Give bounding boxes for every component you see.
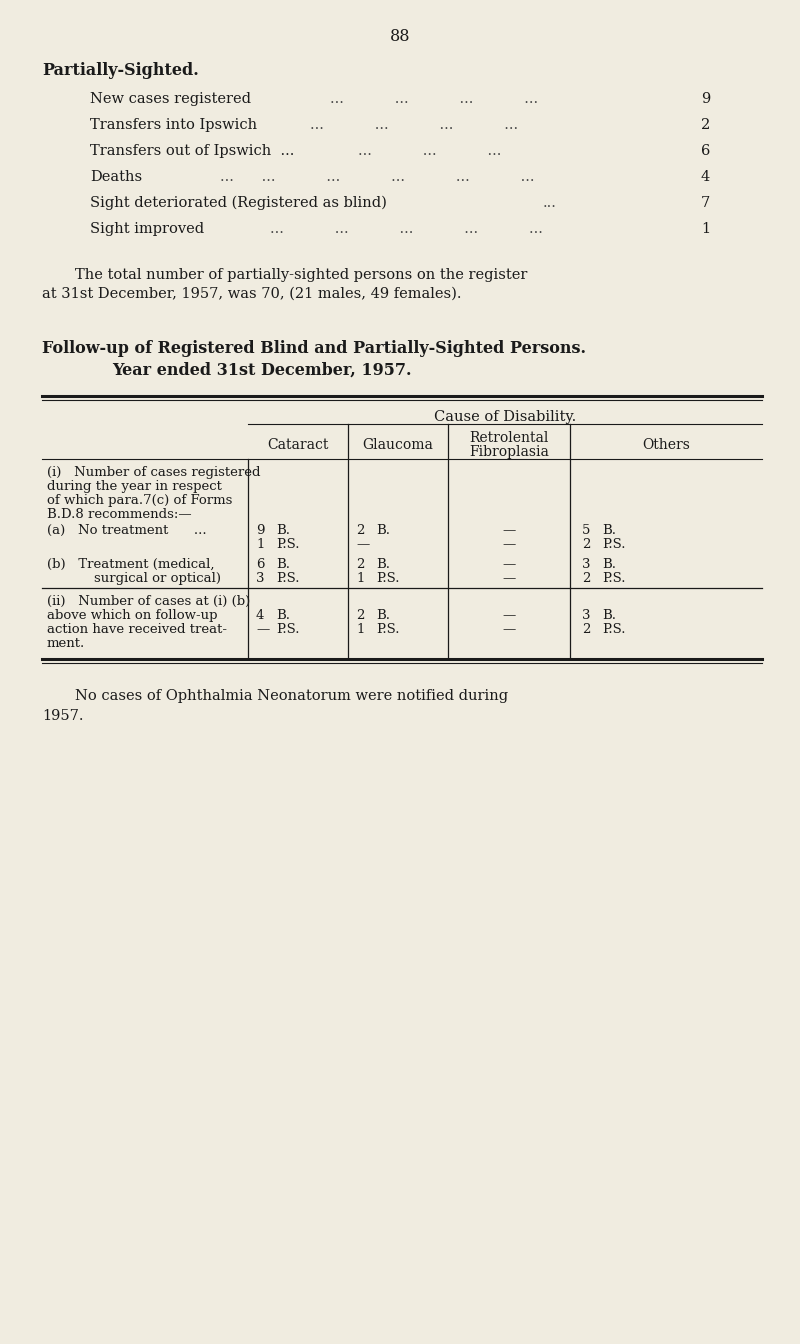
Text: ...      ...           ...           ...           ...           ...: ... ... ... ... ... ... <box>220 169 534 184</box>
Text: Others: Others <box>642 438 690 452</box>
Text: B.D.8 recommends:—: B.D.8 recommends:— <box>47 508 192 521</box>
Text: —: — <box>502 609 516 622</box>
Text: ...: ... <box>543 196 557 210</box>
Text: New cases registered: New cases registered <box>90 91 251 106</box>
Text: ...           ...           ...           ...           ...: ... ... ... ... ... <box>270 222 543 237</box>
Text: P.S.: P.S. <box>602 538 626 551</box>
Text: 1957.: 1957. <box>42 710 83 723</box>
Text: B.: B. <box>376 609 390 622</box>
Text: B.: B. <box>602 609 616 622</box>
Text: B.: B. <box>602 558 616 571</box>
Text: ment.: ment. <box>47 637 86 650</box>
Text: of which para.7(c) of Forms: of which para.7(c) of Forms <box>47 495 232 507</box>
Text: 7: 7 <box>701 196 710 210</box>
Text: Retrolental: Retrolental <box>470 431 549 445</box>
Text: 4: 4 <box>701 169 710 184</box>
Text: —: — <box>356 538 370 551</box>
Text: P.S.: P.S. <box>276 573 299 585</box>
Text: Follow-up of Registered Blind and Partially-Sighted Persons.: Follow-up of Registered Blind and Partia… <box>42 340 586 358</box>
Text: B.: B. <box>602 524 616 538</box>
Text: P.S.: P.S. <box>602 624 626 636</box>
Text: 2: 2 <box>356 609 364 622</box>
Text: 2: 2 <box>701 118 710 132</box>
Text: 2: 2 <box>356 524 364 538</box>
Text: Year ended 31st December, 1957.: Year ended 31st December, 1957. <box>112 362 411 379</box>
Text: B.: B. <box>276 609 290 622</box>
Text: P.S.: P.S. <box>276 538 299 551</box>
Text: —: — <box>502 558 516 571</box>
Text: ...           ...           ...           ...: ... ... ... ... <box>330 91 538 106</box>
Text: (i)   Number of cases registered: (i) Number of cases registered <box>47 466 261 478</box>
Text: 4: 4 <box>256 609 264 622</box>
Text: P.S.: P.S. <box>376 573 399 585</box>
Text: (b)   Treatment (medical,: (b) Treatment (medical, <box>47 558 214 571</box>
Text: 3: 3 <box>582 558 590 571</box>
Text: B.: B. <box>376 524 390 538</box>
Text: Transfers out of Ipswich  ...: Transfers out of Ipswich ... <box>90 144 294 159</box>
Text: 1: 1 <box>701 222 710 237</box>
Text: P.S.: P.S. <box>602 573 626 585</box>
Text: at 31st December, 1957, was 70, (21 males, 49 females).: at 31st December, 1957, was 70, (21 male… <box>42 288 462 301</box>
Text: 2: 2 <box>356 558 364 571</box>
Text: B.: B. <box>376 558 390 571</box>
Text: Sight improved: Sight improved <box>90 222 204 237</box>
Text: Glaucoma: Glaucoma <box>362 438 434 452</box>
Text: Deaths: Deaths <box>90 169 142 184</box>
Text: 1: 1 <box>356 624 364 636</box>
Text: The total number of partially-sighted persons on the register: The total number of partially-sighted pe… <box>75 267 527 282</box>
Text: ...           ...           ...           ...: ... ... ... ... <box>310 118 518 132</box>
Text: surgical or optical): surgical or optical) <box>60 573 221 585</box>
Text: B.: B. <box>276 524 290 538</box>
Text: ...           ...           ...: ... ... ... <box>358 144 502 159</box>
Text: B.: B. <box>276 558 290 571</box>
Text: 2: 2 <box>582 538 590 551</box>
Text: —: — <box>256 624 270 636</box>
Text: 6: 6 <box>701 144 710 159</box>
Text: Sight deteriorated (Registered as blind): Sight deteriorated (Registered as blind) <box>90 196 387 211</box>
Text: above which on follow-up: above which on follow-up <box>47 609 218 622</box>
Text: 2: 2 <box>582 624 590 636</box>
Text: Fibroplasia: Fibroplasia <box>469 445 549 460</box>
Text: —: — <box>502 624 516 636</box>
Text: 9: 9 <box>256 524 265 538</box>
Text: 88: 88 <box>390 28 410 44</box>
Text: 1: 1 <box>356 573 364 585</box>
Text: 3: 3 <box>256 573 265 585</box>
Text: 5: 5 <box>582 524 590 538</box>
Text: P.S.: P.S. <box>276 624 299 636</box>
Text: No cases of Ophthalmia Neonatorum were notified during: No cases of Ophthalmia Neonatorum were n… <box>75 689 508 703</box>
Text: 1: 1 <box>256 538 264 551</box>
Text: 6: 6 <box>256 558 265 571</box>
Text: during the year in respect: during the year in respect <box>47 480 222 493</box>
Text: Partially-Sighted.: Partially-Sighted. <box>42 62 198 79</box>
Text: Cause of Disability.: Cause of Disability. <box>434 410 576 423</box>
Text: —: — <box>502 538 516 551</box>
Text: (ii)   Number of cases at (i) (b): (ii) Number of cases at (i) (b) <box>47 595 250 607</box>
Text: Cataract: Cataract <box>267 438 329 452</box>
Text: 9: 9 <box>701 91 710 106</box>
Text: Transfers into Ipswich: Transfers into Ipswich <box>90 118 257 132</box>
Text: —: — <box>502 524 516 538</box>
Text: P.S.: P.S. <box>376 624 399 636</box>
Text: 3: 3 <box>582 609 590 622</box>
Text: —: — <box>502 573 516 585</box>
Text: action have received treat-: action have received treat- <box>47 624 227 636</box>
Text: 2: 2 <box>582 573 590 585</box>
Text: (a)   No treatment      ...: (a) No treatment ... <box>47 524 206 538</box>
